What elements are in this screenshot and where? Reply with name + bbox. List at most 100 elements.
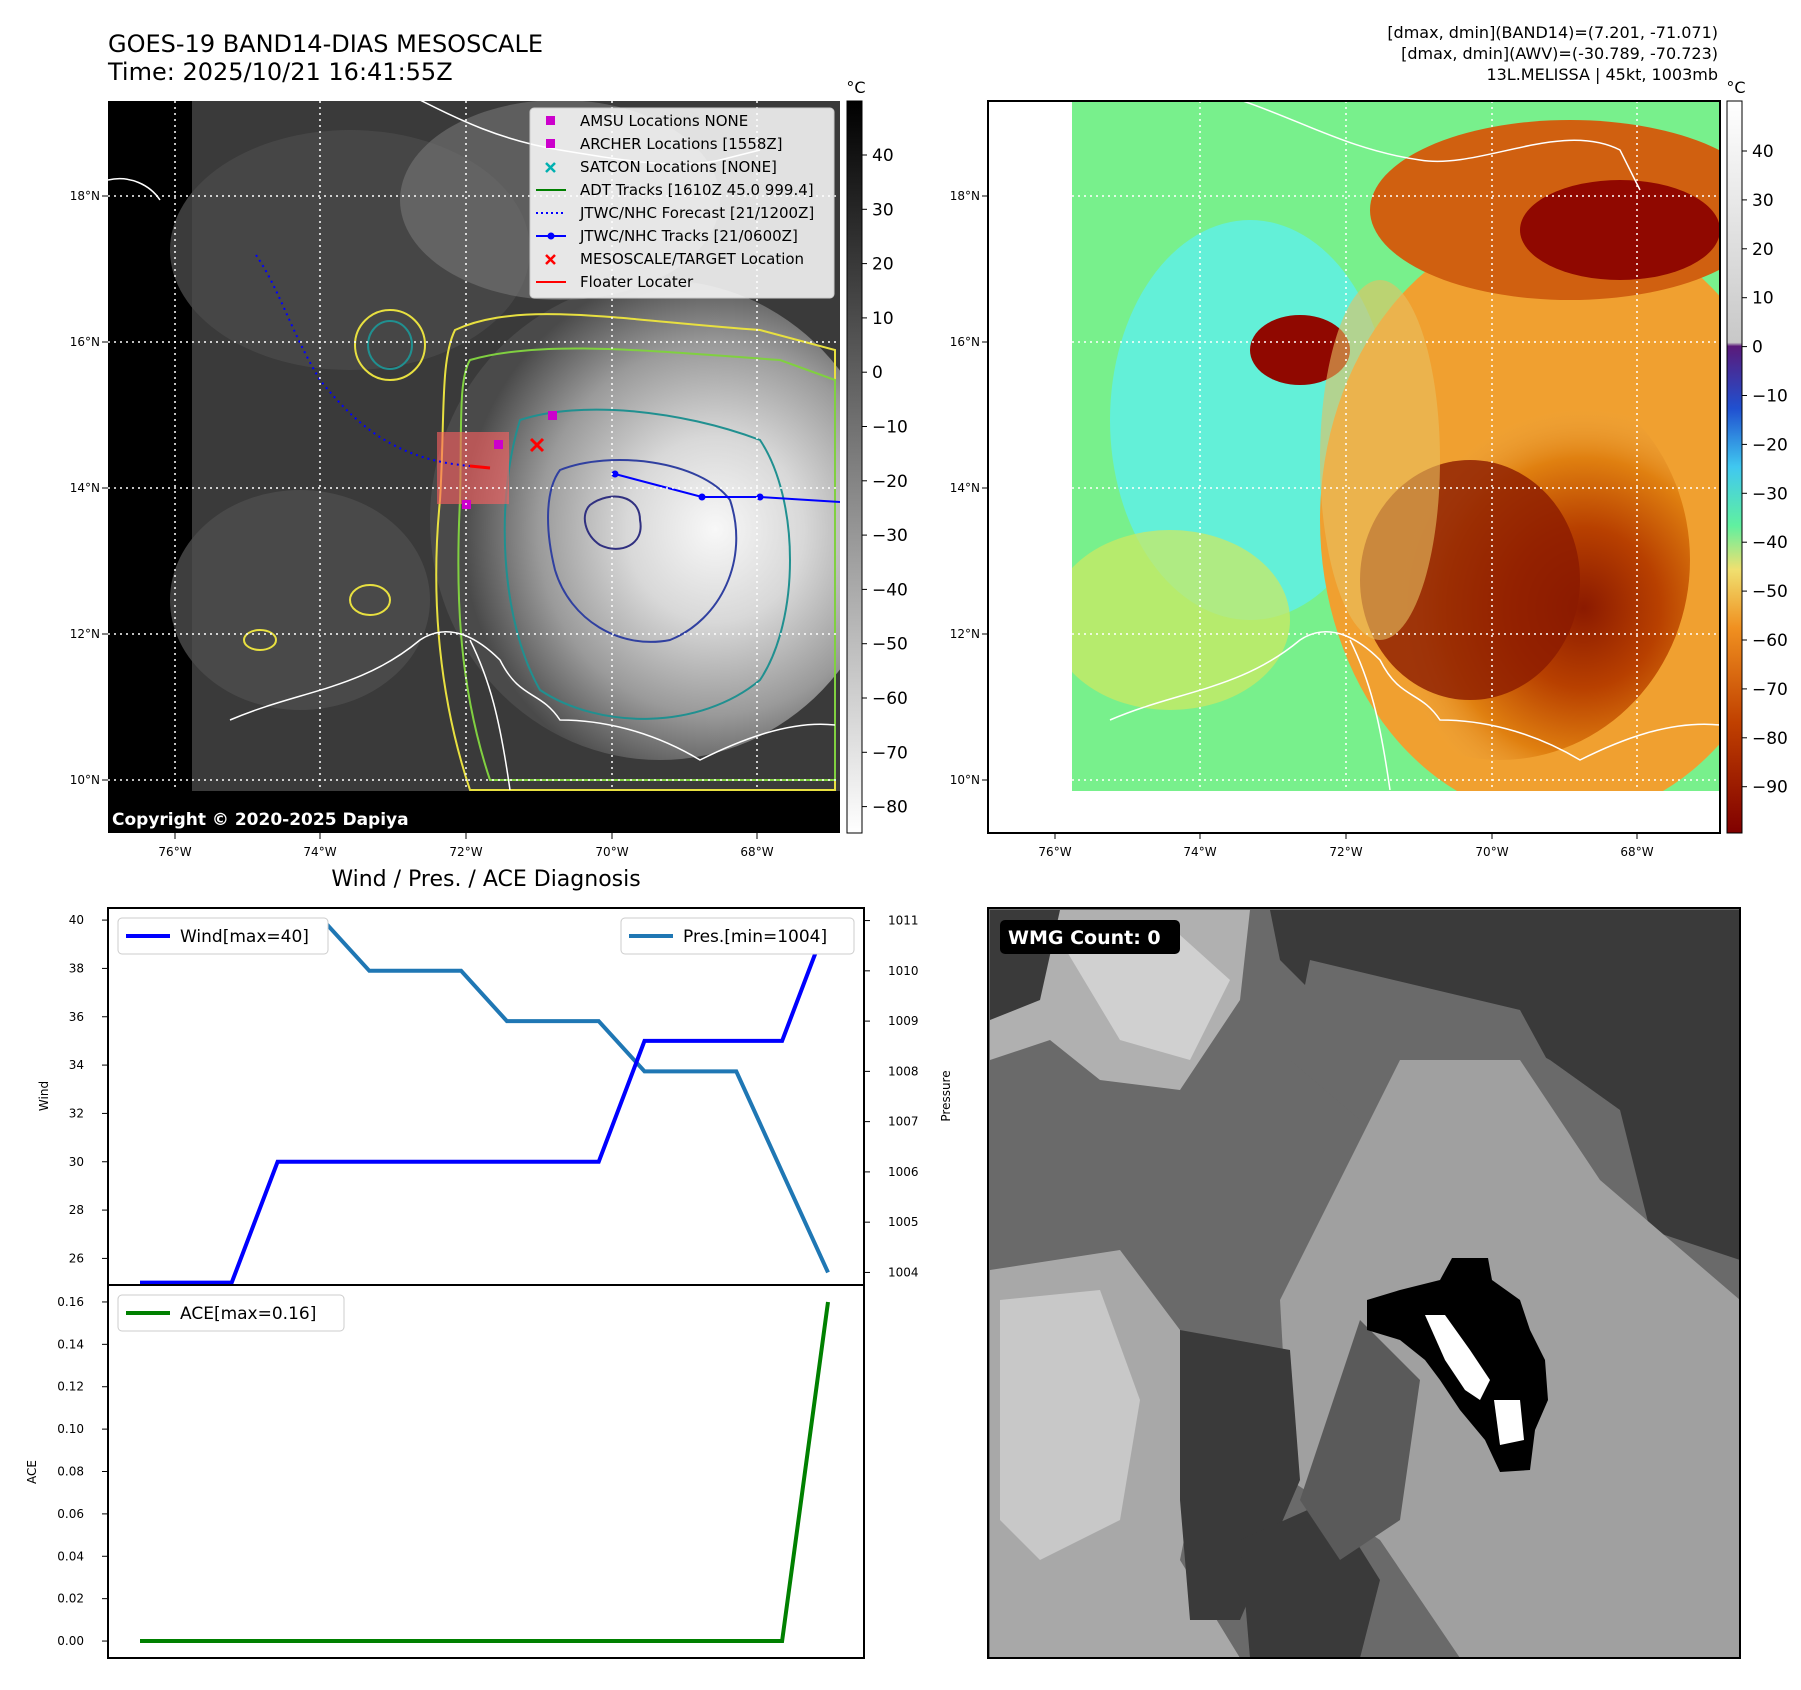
lat-tick-label: 18°N xyxy=(70,189,100,203)
lon-tick-label: 72°W xyxy=(449,845,482,859)
colorbar-tick-label: −10 xyxy=(1752,387,1788,407)
ace-tick-label: 0.00 xyxy=(57,1634,84,1648)
lon-tick-label: 68°W xyxy=(1620,845,1653,859)
wmg-count-badge xyxy=(1000,920,1180,954)
ace-axis-ticks: 0.00 0.02 0.04 0.06 0.08 0.10 0.12 0.14 0.16 xyxy=(57,1295,108,1648)
wind-series-line xyxy=(140,919,830,1285)
wind-tick-label: 30 xyxy=(69,1155,84,1169)
awv-colorbar-unit: °C xyxy=(1726,78,1745,97)
pressure-tick-label: 1010 xyxy=(888,964,919,978)
ace-tick-label: 0.06 xyxy=(57,1507,84,1521)
legend-item: SATCON Locations [NONE] xyxy=(545,158,777,176)
colorbar-tick-label: −40 xyxy=(872,580,908,600)
pressure-tick-label: 1009 xyxy=(888,1014,919,1028)
legend-label: ADT Tracks [1610Z 45.0 999.4] xyxy=(580,181,814,199)
colorbar-tick-label: 10 xyxy=(1752,289,1774,309)
figure-title: GOES-19 BAND14-DIAS MESOSCALE xyxy=(108,30,543,58)
ace-legend-label: ACE[max=0.16] xyxy=(180,1304,316,1324)
lat-tick-label: 10°N xyxy=(950,773,980,787)
colorbar-tick-label: −70 xyxy=(1752,680,1788,700)
lat-tick-label: 12°N xyxy=(70,627,100,641)
ace-tick-label: 0.08 xyxy=(57,1465,84,1479)
legend-dot-marker xyxy=(547,232,555,240)
pressure-tick-label: 1007 xyxy=(888,1115,919,1129)
wind-tick-label: 36 xyxy=(69,1010,84,1024)
legend-x-marker xyxy=(545,162,556,173)
legend-label: JTWC/NHC Tracks [21/0600Z] xyxy=(579,227,798,245)
wmg-count-label: WMG Count: 0 xyxy=(1008,927,1161,949)
colorbar-tick-label: −50 xyxy=(1752,582,1788,602)
ir-map-panel: Copyright © 2020-2025 Dapiya AMSU Locati… xyxy=(70,78,908,859)
wind-tick-label: 38 xyxy=(69,961,84,975)
colorbar-tick-label: −40 xyxy=(1752,533,1788,553)
ace-tick-label: 0.12 xyxy=(57,1380,84,1394)
lon-tick-label: 76°W xyxy=(1038,845,1071,859)
colorbar-tick-label: −30 xyxy=(872,526,908,546)
lat-tick-label: 16°N xyxy=(950,335,980,349)
ace-series xyxy=(140,1301,830,1643)
colorbar-tick-label: 40 xyxy=(872,146,894,166)
wind-axis-ticks: 26 28 30 32 34 36 38 40 xyxy=(69,913,108,1265)
ace-plot-area xyxy=(107,1284,865,1659)
legend-item: Floater Locater xyxy=(536,273,694,291)
colorbar-tick-label: −30 xyxy=(1752,484,1788,504)
ir-colorbar-ticks: 40 30 20 10 0 −10 −20 −30 −40 −50 −60 −70 −80 xyxy=(862,146,908,818)
ace-series-line xyxy=(140,1301,830,1643)
wind-legend: Wind[max=40] xyxy=(117,917,329,955)
colorbar-tick-label: −60 xyxy=(872,689,908,709)
wind-tick-label: 32 xyxy=(69,1106,84,1120)
wind-pressure-plot-area xyxy=(107,907,865,1286)
colorbar-tick-label: −80 xyxy=(1752,729,1788,749)
colorbar-tick-label: 20 xyxy=(872,255,894,275)
lat-tick-label: 14°N xyxy=(950,481,980,495)
ace-axis-label: ACE xyxy=(25,1460,39,1484)
wmg-panel: WMG Count: 0 xyxy=(987,907,1741,1659)
ace-tick-label: 0.16 xyxy=(57,1295,84,1309)
diagnosis-chart-title: Wind / Pres. / ACE Diagnosis xyxy=(331,867,640,892)
colorbar-tick-label: −20 xyxy=(872,472,908,492)
lon-tick-label: 76°W xyxy=(158,845,191,859)
wind-legend-label: Wind[max=40] xyxy=(180,927,309,947)
colorbar-tick-label: 0 xyxy=(1752,338,1763,358)
ace-tick-label: 0.10 xyxy=(57,1422,84,1436)
colorbar-tick-label: −50 xyxy=(872,635,908,655)
legend-label: MESOSCALE/TARGET Location xyxy=(580,250,804,268)
lon-tick-label: 74°W xyxy=(303,845,336,859)
awv-imagery xyxy=(988,101,1720,833)
legend-label: JTWC/NHC Forecast [21/1200Z] xyxy=(579,204,814,222)
wind-tick-label: 26 xyxy=(69,1251,84,1265)
legend-item: JTWC/NHC Forecast [21/1200Z] xyxy=(536,204,814,222)
ir-map-lat-ticks: 18°N 16°N 14°N 12°N 10°N xyxy=(70,189,108,787)
lat-tick-label: 10°N xyxy=(70,773,100,787)
lat-tick-label: 18°N xyxy=(950,189,980,203)
colorbar-tick-label: −80 xyxy=(872,798,908,818)
lat-tick-label: 14°N xyxy=(70,481,100,495)
wind-tick-label: 28 xyxy=(69,1203,84,1217)
lon-tick-label: 74°W xyxy=(1183,845,1216,859)
pressure-tick-label: 1005 xyxy=(888,1215,919,1229)
legend-item: JTWC/NHC Tracks [21/0600Z] xyxy=(536,227,798,245)
lon-tick-label: 72°W xyxy=(1329,845,1362,859)
lon-tick-label: 68°W xyxy=(740,845,773,859)
lat-tick-label: 12°N xyxy=(950,627,980,641)
colorbar-tick-label: 10 xyxy=(872,309,894,329)
ir-colorbar-unit: °C xyxy=(846,78,865,97)
awv-colorbar xyxy=(1726,100,1743,834)
pressure-tick-label: 1011 xyxy=(888,914,919,928)
map-legend: AMSU Locations NONE ARCHER Locations [155… xyxy=(529,107,835,299)
pressure-tick-label: 1006 xyxy=(888,1165,919,1179)
colorbar-tick-label: −60 xyxy=(1752,631,1788,651)
awv-map-panel: °C 403020100−10−20−30−40−50−60−70−80−90 … xyxy=(950,78,1788,859)
pressure-tick-label: 1008 xyxy=(888,1064,919,1078)
wind-axis-label: Wind xyxy=(37,1081,51,1111)
colorbar-tick-label: −90 xyxy=(1752,778,1788,798)
stats-storm: 13L.MELISSA | 45kt, 1003mb xyxy=(1486,65,1718,84)
lon-tick-label: 70°W xyxy=(595,845,628,859)
awv-map-lon-ticks: 76°W 74°W 72°W 70°W 68°W xyxy=(1038,833,1654,859)
colorbar-tick-label: −10 xyxy=(872,418,908,438)
legend-label: ARCHER Locations [1558Z] xyxy=(580,135,783,153)
legend-label: SATCON Locations [NONE] xyxy=(580,158,777,176)
pressure-axis-label: Pressure xyxy=(939,1070,953,1121)
ace-chart: 0.00 0.02 0.04 0.06 0.08 0.10 0.12 0.14 0.16 ACE… xyxy=(25,1284,865,1659)
